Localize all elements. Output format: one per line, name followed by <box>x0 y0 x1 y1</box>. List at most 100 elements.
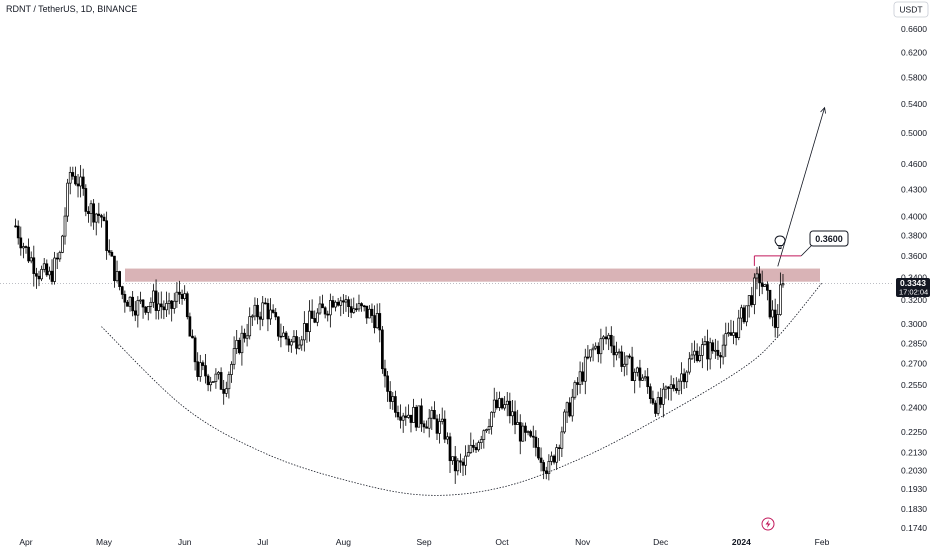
candle <box>513 400 517 435</box>
candle <box>485 428 488 433</box>
y-tick-label: 0.3600 <box>901 251 927 261</box>
candle <box>378 303 382 343</box>
candle <box>89 200 93 227</box>
candle <box>178 280 181 304</box>
candle <box>120 285 124 300</box>
candle <box>700 338 704 369</box>
candle <box>719 352 722 369</box>
candle <box>713 338 717 359</box>
candle <box>461 458 465 477</box>
candle <box>758 266 761 297</box>
candle <box>118 270 121 291</box>
currency-button[interactable]: USDT <box>893 1 929 18</box>
candle <box>63 207 67 245</box>
y-tick-label: 0.2400 <box>901 403 927 413</box>
candle <box>136 296 140 328</box>
candle <box>425 420 428 429</box>
cup-curve[interactable] <box>101 282 823 496</box>
candle <box>94 212 98 236</box>
candle <box>274 308 278 321</box>
candle <box>607 332 611 351</box>
candle <box>310 299 314 319</box>
candle <box>594 342 598 351</box>
resistance-zone-layer <box>0 268 893 284</box>
lightbulb-icon[interactable] <box>774 235 786 249</box>
projection-arrow[interactable] <box>777 107 825 267</box>
symbol-title: RDNT / TetherUS, 1D, BINANCE <box>6 4 138 14</box>
lightning-bolt-icon[interactable] <box>761 517 775 531</box>
candle <box>24 245 28 254</box>
candle <box>693 340 696 363</box>
candle <box>583 348 587 395</box>
candle <box>570 388 574 422</box>
y-tick-label: 0.4600 <box>901 159 927 169</box>
candle <box>196 352 200 381</box>
candle <box>292 330 296 343</box>
candle <box>622 352 626 377</box>
candle <box>230 361 233 383</box>
candle <box>581 362 585 385</box>
candle <box>495 391 499 410</box>
candle <box>448 432 452 473</box>
candle <box>250 314 254 326</box>
x-tick-label: Apr <box>19 537 32 547</box>
x-tick-label: Sep <box>416 537 431 547</box>
candle <box>526 430 530 436</box>
candle <box>342 294 345 314</box>
candle <box>779 272 782 316</box>
x-tick-label: Oct <box>495 537 509 547</box>
candle <box>87 206 90 223</box>
candle <box>503 396 506 411</box>
candle <box>180 289 184 305</box>
candle <box>79 165 82 198</box>
candle <box>511 400 514 426</box>
candle <box>329 293 332 328</box>
currency-label: USDT <box>899 5 922 15</box>
candle <box>165 291 168 317</box>
candle <box>362 304 366 312</box>
candle <box>498 391 501 411</box>
candle <box>630 346 634 382</box>
candle <box>66 178 69 222</box>
candle <box>240 325 244 366</box>
candle <box>266 298 270 332</box>
x-tick-label: Jul <box>257 537 268 547</box>
candle <box>633 368 637 394</box>
candle <box>256 298 259 325</box>
candle <box>508 392 512 424</box>
candle <box>638 359 642 388</box>
candle <box>492 387 496 418</box>
candle <box>139 291 142 305</box>
candle <box>732 320 735 345</box>
candle <box>217 371 220 380</box>
candle <box>466 444 470 457</box>
candle <box>651 390 655 406</box>
candle <box>474 442 478 454</box>
candle <box>201 360 205 371</box>
candle <box>724 322 728 357</box>
candle <box>191 329 194 339</box>
candle <box>131 291 135 317</box>
candle <box>313 310 317 324</box>
candle <box>271 304 275 314</box>
target-label-text: 0.3600 <box>815 234 843 244</box>
candle <box>282 325 285 338</box>
candle <box>456 458 460 476</box>
candle <box>524 422 527 442</box>
candle <box>214 368 218 389</box>
candle <box>144 306 148 315</box>
candle <box>126 300 129 307</box>
candle <box>224 381 228 398</box>
candle <box>539 447 543 472</box>
y-tick-label: 0.6600 <box>901 24 927 34</box>
candle <box>401 412 405 433</box>
candle <box>438 413 441 444</box>
candle <box>628 353 631 359</box>
candle <box>547 454 551 481</box>
y-tick-label: 0.3800 <box>901 231 927 241</box>
target-price-label[interactable]: 0.3600 <box>809 230 849 247</box>
candle <box>123 290 127 313</box>
candle <box>318 296 322 315</box>
candle <box>105 211 108 260</box>
